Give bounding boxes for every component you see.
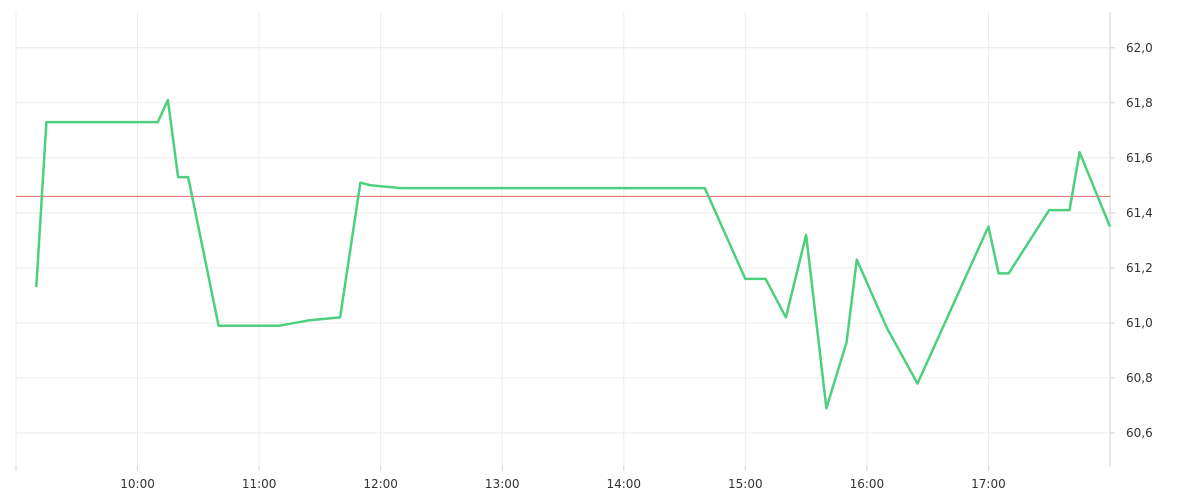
x-tick-label: 16:00 (850, 477, 885, 491)
y-tick-label: 61,0 (1126, 316, 1153, 330)
y-tick-label: 61,2 (1126, 261, 1153, 275)
x-axis: 10:00 11:00 12:00 13:00 14:00 15:00 16:00 17:00 (15, 466, 1006, 491)
series-group (35, 98, 1112, 410)
x-tick-label: 17:00 (971, 477, 1006, 491)
x-tick-label: 11:00 (242, 477, 277, 491)
x-tick-label: 10:00 (120, 477, 155, 491)
grid (15, 12, 1111, 466)
y-axis: 60,6 60,8 61,0 61,2 61,4 61,6 61,8 62,0 (1110, 41, 1153, 440)
y-tick-label: 60,8 (1126, 371, 1153, 385)
y-tick-label: 61,6 (1126, 151, 1153, 165)
y-tick-label: 62,0 (1126, 41, 1153, 55)
y-tick-label: 61,4 (1126, 206, 1153, 220)
series-line (35, 98, 1112, 410)
x-tick-label: 14:00 (606, 477, 641, 491)
x-tick-label: 13:00 (485, 477, 520, 491)
y-tick-label: 61,8 (1126, 96, 1153, 110)
y-tick-label: 60,6 (1126, 426, 1153, 440)
x-tick-label: 15:00 (728, 477, 763, 491)
x-tick-label: 12:00 (363, 477, 398, 491)
